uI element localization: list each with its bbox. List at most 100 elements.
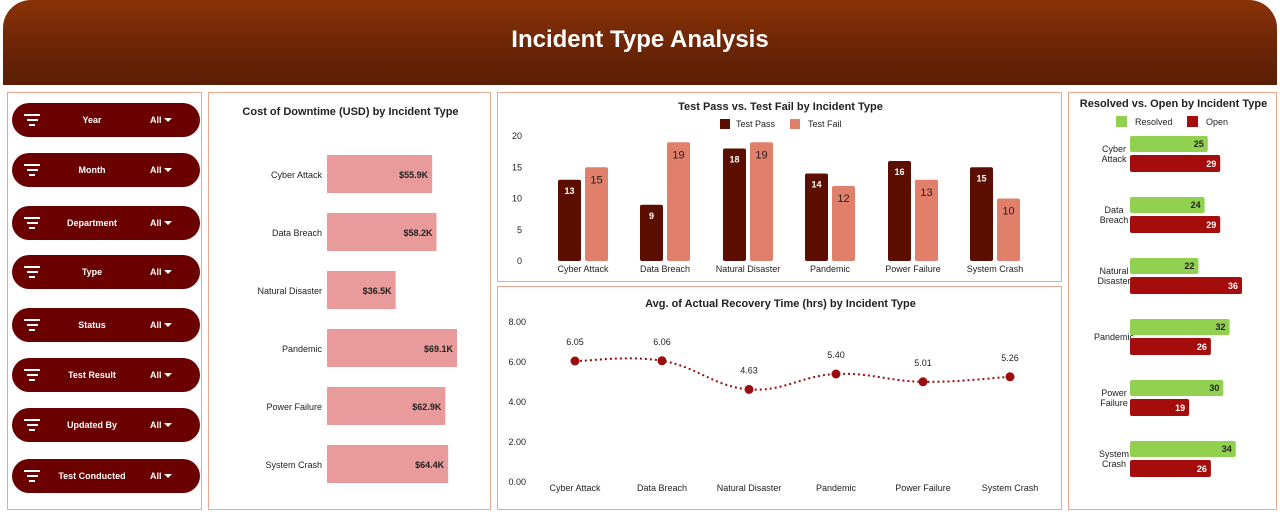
resolved-category-label-system-crash: Crash: [1102, 459, 1126, 469]
cost-bar-power-failure: [327, 387, 446, 425]
cost-downtime-chart: Cyber Attack $55.9K Data Breach $58.2K Natur…: [257, 155, 457, 483]
filter-icon: [24, 114, 40, 126]
x-tick-label-data-breach: Data Breach: [640, 264, 690, 274]
y-tick-label: 5: [517, 225, 522, 235]
recovery-time-chart: 0.00 2.00 4.00 6.00 8.00 6.05 Cyber Attack 6.06…: [508, 317, 1038, 493]
filter-slicer-year[interactable]: Year All: [12, 103, 200, 137]
filter-label: Year: [82, 115, 102, 125]
cost-data-label-cyber-attack: $55.9K: [399, 170, 429, 180]
recovery-point-cyber-attack: [570, 356, 580, 366]
resolved-data-label-system-crash: 34: [1222, 444, 1232, 454]
resolved-open-chart: Resolved OpenCyberAttack2529DataBreach242…: [1094, 116, 1242, 477]
chevron-down-icon: [164, 373, 172, 377]
filter-icon: [24, 319, 40, 331]
resolved-bar-pandemic: [1130, 319, 1230, 335]
filter-label: Test Result: [68, 370, 116, 380]
recovery-chart-title: Avg. of Actual Recovery Time (hrs) by In…: [645, 298, 916, 310]
open-data-label-power-failure: 19: [1175, 403, 1185, 413]
filter-icon: [24, 217, 40, 229]
chevron-down-icon: [164, 270, 172, 274]
filter-slicer-status[interactable]: Status All: [12, 308, 200, 342]
test-fail-bar-data-breach: [667, 142, 690, 261]
test-pass-bar-natural-disaster: [723, 148, 746, 261]
test-fail-bar-power-failure: [915, 179, 938, 261]
resolved-data-label-power-failure: 30: [1209, 383, 1219, 393]
test-pass-data-label-cyber-attack: 13: [564, 186, 574, 196]
x-tick-label-pandemic: Pandemic: [810, 264, 851, 274]
legend-label-open: Open: [1206, 117, 1228, 127]
filter-value: All: [150, 471, 162, 481]
recovery-data-label-natural-disaster: 4.63: [740, 365, 758, 375]
recovery-data-label-cyber-attack: 6.05: [566, 337, 584, 347]
resolved-category-label-natural-disaster: Natural: [1099, 266, 1128, 276]
x-tick-label-system-crash: System Crash: [967, 264, 1024, 274]
x-tick-label-cyber-attack: Cyber Attack: [557, 264, 609, 274]
resolved-bar-system-crash: [1130, 441, 1236, 457]
filter-icon: [24, 266, 40, 278]
resolved-data-label-cyber-attack: 25: [1194, 139, 1204, 149]
test-pass-data-label-pandemic: 14: [811, 180, 821, 190]
filter-value: All: [150, 218, 162, 228]
test-fail-data-label-power-failure: 13: [920, 187, 932, 199]
test-fail-data-label-natural-disaster: 19: [755, 149, 767, 161]
test-fail-bar-system-crash: [997, 198, 1020, 261]
resolved-category-label-data-breach: Breach: [1100, 215, 1129, 225]
legend-label-test-fail: Test Fail: [808, 119, 842, 129]
test-fail-bar-pandemic: [832, 186, 855, 261]
cost-bar-data-breach: [327, 213, 437, 251]
cost-data-label-natural-disaster: $36.5K: [363, 286, 393, 296]
y-tick-label: 10: [512, 194, 522, 204]
chevron-down-icon: [164, 474, 172, 478]
filter-slicer-updated-by[interactable]: Updated By All: [12, 408, 200, 442]
filter-slicer-test-conducted[interactable]: Test Conducted All: [12, 459, 200, 493]
cost-category-label-natural-disaster: Natural Disaster: [257, 286, 322, 296]
open-bar-system-crash: [1130, 460, 1211, 477]
cost-category-label-cyber-attack: Cyber Attack: [271, 170, 323, 180]
y-tick-label: 15: [512, 162, 522, 172]
cost-data-label-power-failure: $62.9K: [412, 402, 442, 412]
filter-icon: [24, 419, 40, 431]
filter-slicer-test-result[interactable]: Test Result All: [12, 358, 200, 392]
recovery-time-series-line: [574, 357, 1011, 391]
resolved-category-label-power-failure: Power: [1101, 388, 1127, 398]
filter-slicer-type[interactable]: Type All: [12, 255, 200, 289]
test-fail-bar-natural-disaster: [750, 142, 773, 261]
resolved-chart-title: Resolved vs. Open by Incident Type: [1079, 98, 1268, 110]
resolved-bar-cyber-attack: [1130, 136, 1208, 152]
filter-value: All: [150, 420, 162, 430]
test-chart-title: Test Pass vs. Test Fail by Incident Type: [678, 101, 883, 113]
y-tick-label: 20: [512, 131, 522, 141]
recovery-point-system-crash: [1005, 372, 1015, 382]
resolved-category-label-system-crash: System: [1099, 449, 1129, 459]
dashboard-header: Incident Type Analysis: [3, 0, 1277, 85]
resolved-bar-power-failure: [1130, 380, 1224, 396]
filter-value: All: [150, 115, 162, 125]
open-bar-power-failure: [1130, 399, 1190, 416]
cost-bar-natural-disaster: [327, 271, 396, 309]
test-pass-fail-chart: Test Pass Test Fail 0 5 10 15 20 13 15 Cyber Atta…: [512, 119, 1024, 274]
test-pass-data-label-system-crash: 15: [976, 173, 986, 183]
page-title: Incident Type Analysis: [511, 25, 769, 53]
cost-category-label-system-crash: System Crash: [265, 460, 322, 470]
y-tick-label: 6.00: [508, 357, 526, 367]
legend-label-resolved: Resolved: [1135, 117, 1173, 127]
x-tick-label-natural-disaster: Natural Disaster: [717, 483, 782, 493]
resolved-bar-natural-disaster: [1130, 258, 1199, 274]
x-tick-label-power-failure: Power Failure: [885, 264, 941, 274]
filter-label: Status: [78, 320, 106, 330]
recovery-point-power-failure: [918, 377, 928, 387]
filter-value: All: [150, 320, 162, 330]
x-tick-label-natural-disaster: Natural Disaster: [716, 264, 781, 274]
x-tick-label-cyber-attack: Cyber Attack: [549, 483, 601, 493]
test-fail-data-label-data-breach: 19: [672, 149, 684, 161]
open-data-label-data-breach: 29: [1206, 220, 1216, 230]
chevron-down-icon: [164, 423, 172, 427]
filter-slicer-department[interactable]: Department All: [12, 206, 200, 240]
filter-icon: [24, 164, 40, 176]
y-tick-label: 4.00: [508, 397, 526, 407]
test-pass-bar-data-breach: [640, 204, 663, 261]
filter-slicer-month[interactable]: Month All: [12, 153, 200, 187]
filter-panel: Year All Month All Department All Type All Statu…: [7, 92, 202, 510]
recovery-point-pandemic: [831, 369, 841, 379]
legend-swatch-open: [1187, 116, 1198, 127]
